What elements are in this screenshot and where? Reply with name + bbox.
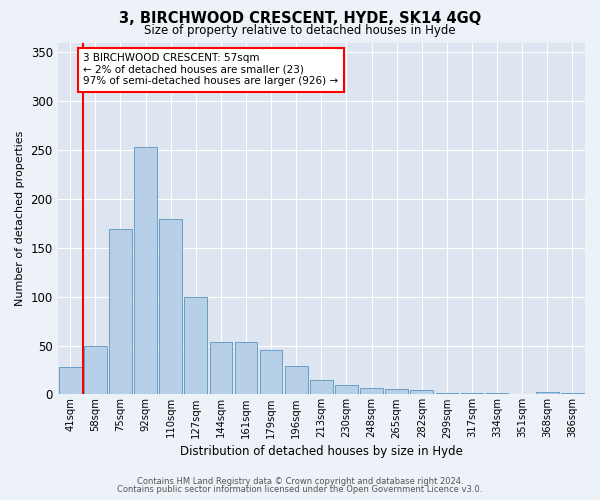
Bar [84, 346, 107, 395]
Text: Contains public sector information licensed under the Open Government Licence v3: Contains public sector information licen… [118, 484, 482, 494]
Bar [209, 342, 232, 394]
Bar [260, 350, 283, 395]
Bar [235, 342, 257, 394]
Bar [285, 366, 308, 394]
Bar [59, 367, 82, 394]
Bar [310, 380, 332, 394]
Bar [360, 388, 383, 394]
Bar [335, 384, 358, 394]
Text: 3, BIRCHWOOD CRESCENT, HYDE, SK14 4GQ: 3, BIRCHWOOD CRESCENT, HYDE, SK14 4GQ [119, 11, 481, 26]
Text: Contains HM Land Registry data © Crown copyright and database right 2024.: Contains HM Land Registry data © Crown c… [137, 477, 463, 486]
Y-axis label: Number of detached properties: Number of detached properties [15, 131, 25, 306]
Bar [184, 296, 207, 394]
Text: Size of property relative to detached houses in Hyde: Size of property relative to detached ho… [144, 24, 456, 37]
X-axis label: Distribution of detached houses by size in Hyde: Distribution of detached houses by size … [180, 444, 463, 458]
Bar [109, 229, 132, 394]
Bar [385, 388, 408, 394]
Text: 3 BIRCHWOOD CRESCENT: 57sqm
← 2% of detached houses are smaller (23)
97% of semi: 3 BIRCHWOOD CRESCENT: 57sqm ← 2% of deta… [83, 54, 338, 86]
Bar [410, 390, 433, 394]
Bar [160, 220, 182, 394]
Bar [536, 392, 559, 394]
Bar [134, 147, 157, 394]
